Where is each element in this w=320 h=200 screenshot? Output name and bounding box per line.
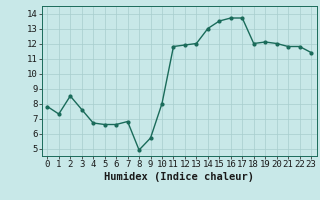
X-axis label: Humidex (Indice chaleur): Humidex (Indice chaleur) (104, 172, 254, 182)
